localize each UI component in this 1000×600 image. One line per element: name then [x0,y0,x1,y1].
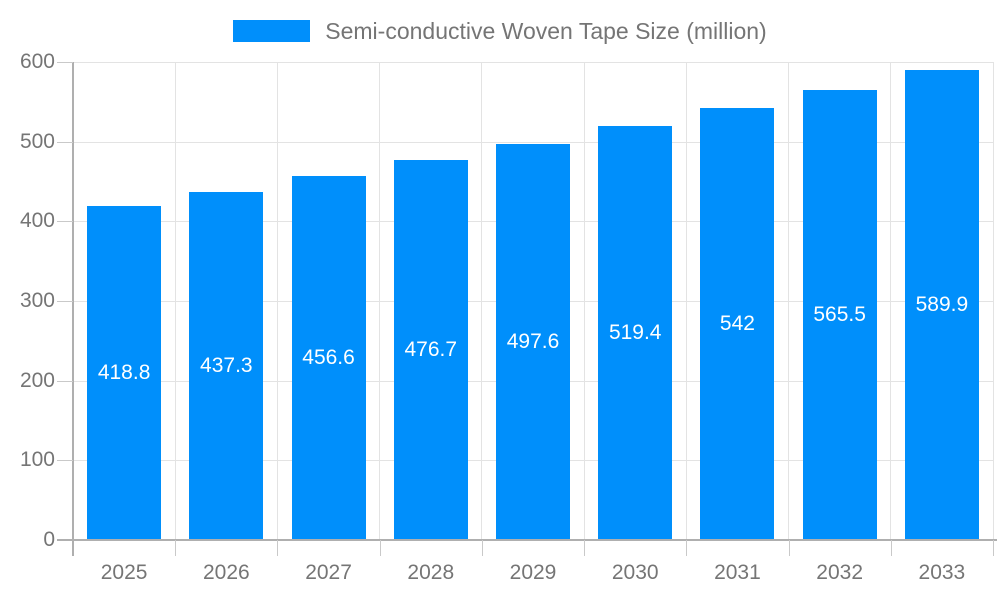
x-axis-tick [277,540,279,556]
x-gridline [788,62,790,540]
x-axis-label: 2032 [816,561,864,584]
y-axis-tick [57,62,73,63]
y-axis-tick [57,380,73,382]
x-axis-label: 2026 [202,561,250,584]
x-gridline [992,62,994,540]
x-axis-label: 2029 [509,561,557,584]
x-axis-tick [686,540,688,556]
bar[interactable]: 437.3 [189,191,264,540]
x-axis-label: 2028 [407,561,455,584]
y-gridline [73,141,993,143]
x-gridline [276,62,278,540]
bar[interactable]: 456.6 [291,176,366,540]
y-axis-label: 600 [19,50,55,73]
y-axis-tick [57,141,73,143]
x-axis-tick [993,540,994,556]
y-gridline [73,62,993,63]
x-axis-label: 2030 [611,561,659,584]
x-gridline [481,62,483,540]
x-axis-label: 2033 [918,561,966,584]
x-axis-label: 2025 [100,561,148,584]
x-axis-line [57,539,997,541]
y-axis-tick [57,460,73,462]
bar-value-label: 519.4 [608,321,662,345]
x-axis-label: 2027 [305,561,352,584]
bar-value-label: 437.3 [200,353,253,377]
x-axis-tick [481,540,483,556]
bar[interactable]: 565.5 [802,89,877,540]
bar[interactable]: 519.4 [598,126,673,540]
bar-value-label: 476.7 [404,338,458,362]
y-axis-tick [57,301,73,302]
x-axis-tick [584,540,586,556]
bar-value-label: 589.9 [915,293,969,317]
y-axis-label: 500 [19,129,55,153]
bar-value-label: 456.6 [302,346,355,370]
x-axis-tick [890,540,892,556]
bar-value-label: 542 [719,312,755,336]
y-axis-label: 200 [19,368,55,392]
bar[interactable]: 497.6 [496,143,570,540]
x-axis-tick [788,540,790,556]
bar[interactable]: 589.9 [904,70,979,540]
x-gridline [174,62,176,540]
plot-area: 418.8 437.3 456.6 476.7 497.6 519.4 542 565.5 58… [73,62,994,540]
bar-value-label: 497.6 [506,329,560,353]
x-axis-tick [379,540,381,556]
x-axis-tick [175,540,177,556]
x-axis-label: 2031 [714,561,761,584]
y-axis-label: 400 [19,209,55,233]
x-gridline [685,62,687,540]
x-gridline [583,62,585,540]
legend-swatch-icon [233,20,311,42]
y-axis-line [72,62,74,556]
y-axis-tick [57,221,73,223]
y-axis-label: 100 [19,448,55,472]
bar[interactable]: 418.8 [87,206,162,540]
x-gridline [379,62,381,540]
chart-legend[interactable]: Semi-conductive Woven Tape Size (million… [0,18,1000,44]
bar-value-label: 565.5 [813,302,866,326]
legend-label: Semi-conductive Woven Tape Size (million… [325,17,767,44]
bar[interactable]: 476.7 [393,160,468,540]
x-gridline [890,62,892,540]
y-axis-label: 0 [43,528,55,551]
bar[interactable]: 542 [700,108,775,540]
bar-value-label: 418.8 [97,361,151,385]
y-axis-label: 300 [19,289,55,312]
